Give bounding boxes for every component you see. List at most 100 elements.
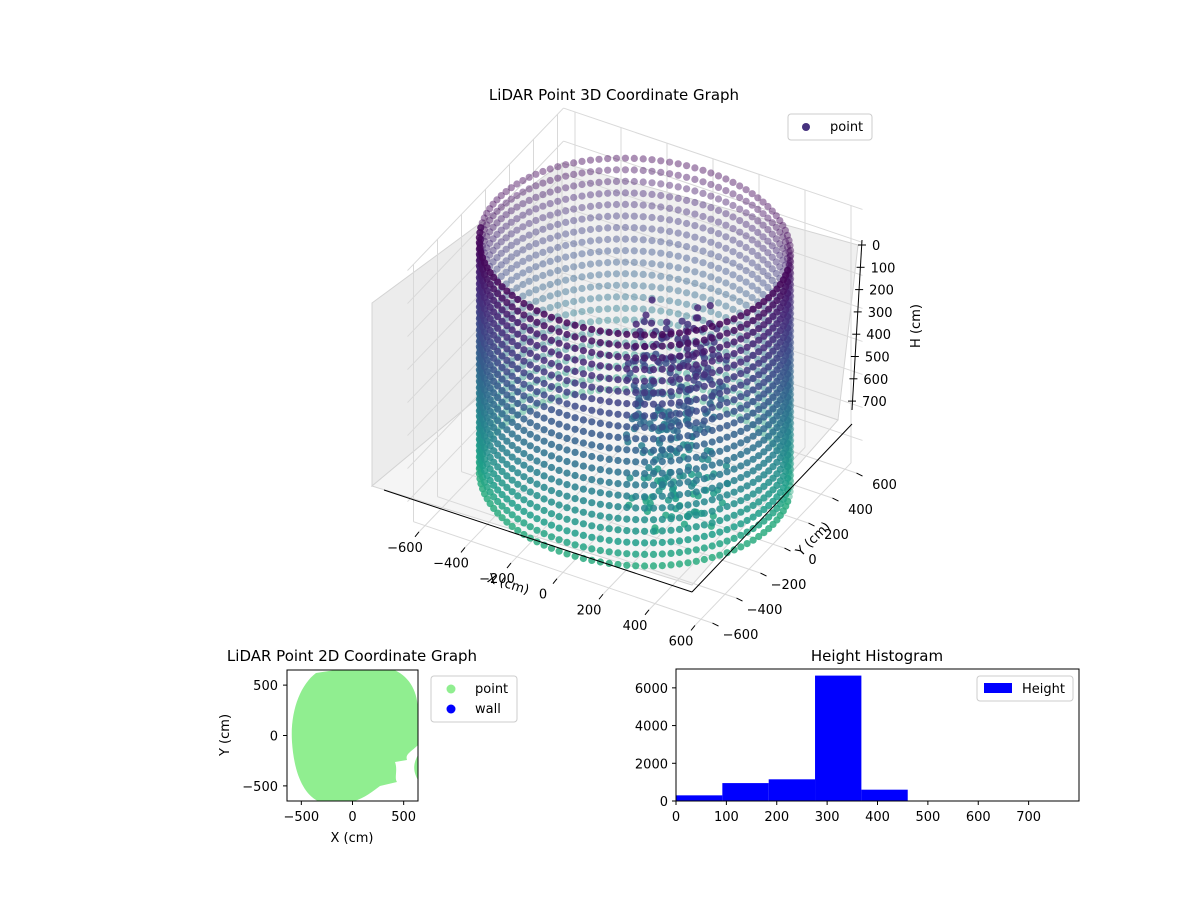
point-3d xyxy=(571,437,579,445)
point-3d xyxy=(737,335,745,343)
point-3d xyxy=(742,243,750,252)
point-3d xyxy=(749,305,757,313)
point-3d xyxy=(503,310,511,318)
point-3d xyxy=(508,465,516,473)
point-3d xyxy=(579,323,588,332)
point-3d xyxy=(588,499,596,507)
point-3d xyxy=(503,449,511,457)
point-3d xyxy=(640,318,649,326)
point-3d xyxy=(700,359,708,367)
point-3d xyxy=(578,169,586,177)
point-3d xyxy=(737,370,745,378)
point-3d xyxy=(525,277,533,285)
point-3d xyxy=(579,462,588,470)
point-3d xyxy=(540,449,548,457)
point-3d xyxy=(519,234,527,242)
point-3d xyxy=(630,247,638,255)
point-3d xyxy=(691,164,699,172)
point-3d xyxy=(502,188,510,196)
point-3d xyxy=(714,218,723,226)
point-3d xyxy=(730,465,738,473)
point-3d xyxy=(562,195,570,203)
point-3d xyxy=(494,347,502,355)
point-3d xyxy=(648,248,656,256)
point-3d xyxy=(764,272,772,280)
histogram-bars xyxy=(676,675,1047,801)
point-3d xyxy=(759,198,767,206)
point-3d xyxy=(768,276,776,284)
histogram-y-tick-label: 0 xyxy=(660,795,668,810)
point-3d xyxy=(519,292,527,300)
point-3d xyxy=(596,385,605,393)
point-3d xyxy=(666,204,674,212)
point-3d xyxy=(546,176,554,185)
point-3d xyxy=(503,483,511,491)
point-3d xyxy=(562,288,570,296)
point-3d xyxy=(641,550,649,559)
point-3d xyxy=(503,518,511,526)
point-3d xyxy=(586,214,595,222)
point-3d xyxy=(641,435,649,443)
point-3d xyxy=(786,241,794,249)
point-3d xyxy=(526,442,534,450)
point-3d xyxy=(494,440,502,448)
point-3d xyxy=(683,219,691,228)
point-3d xyxy=(526,488,534,496)
point-3d xyxy=(667,330,675,338)
legend-2d-label-wall: wall xyxy=(475,702,501,717)
point-3d xyxy=(489,200,497,208)
point-3d xyxy=(540,426,548,434)
point-3d xyxy=(514,330,522,338)
point-3d xyxy=(595,190,603,198)
point-3d xyxy=(586,272,595,280)
point-3d xyxy=(692,372,700,381)
point-3d xyxy=(508,326,516,334)
point-3d xyxy=(578,308,586,316)
point-3d xyxy=(605,409,613,417)
point-3d xyxy=(714,230,723,238)
x-tick-label-3d: 400 xyxy=(623,619,648,634)
point-3d xyxy=(674,183,682,191)
point-3d xyxy=(730,350,738,358)
point-3d xyxy=(494,370,502,379)
histogram-x-tick-label: 500 xyxy=(915,810,940,825)
histogram-x-tick-label: 400 xyxy=(865,810,890,825)
point-3d xyxy=(632,481,640,489)
point-3d xyxy=(604,166,612,174)
point-3d xyxy=(716,540,724,548)
point-3d xyxy=(736,193,744,202)
point-3d xyxy=(498,456,506,464)
point-3d xyxy=(785,248,793,256)
point-3d xyxy=(737,358,745,366)
point-3d xyxy=(554,163,562,171)
point-3d xyxy=(498,491,506,499)
point-3d xyxy=(579,381,588,389)
point-3d xyxy=(490,481,498,489)
point-3d xyxy=(588,337,596,345)
point-3d xyxy=(475,234,483,242)
point-3d xyxy=(532,263,540,271)
point-3d xyxy=(614,456,622,465)
point-3d xyxy=(519,188,527,196)
point-3d xyxy=(764,202,772,211)
point-3d xyxy=(571,414,579,422)
point-3d xyxy=(630,166,638,174)
point-3d xyxy=(730,384,738,392)
point-3d xyxy=(684,536,692,544)
point-3d xyxy=(749,467,757,475)
point-3d xyxy=(555,374,563,382)
legend-2d-label-point: point xyxy=(475,682,508,697)
point-3d xyxy=(604,259,612,267)
point-3d xyxy=(533,341,541,350)
point-3d xyxy=(674,160,682,168)
point-3d xyxy=(614,329,622,338)
point-3d xyxy=(562,276,570,284)
point-3d xyxy=(578,157,586,165)
point-3d xyxy=(708,403,716,411)
point-3d xyxy=(655,487,663,495)
point-3d xyxy=(540,391,548,399)
point-3d xyxy=(604,316,612,324)
point-3d xyxy=(641,331,649,339)
point-3d xyxy=(742,290,750,298)
point-3d xyxy=(547,429,556,437)
